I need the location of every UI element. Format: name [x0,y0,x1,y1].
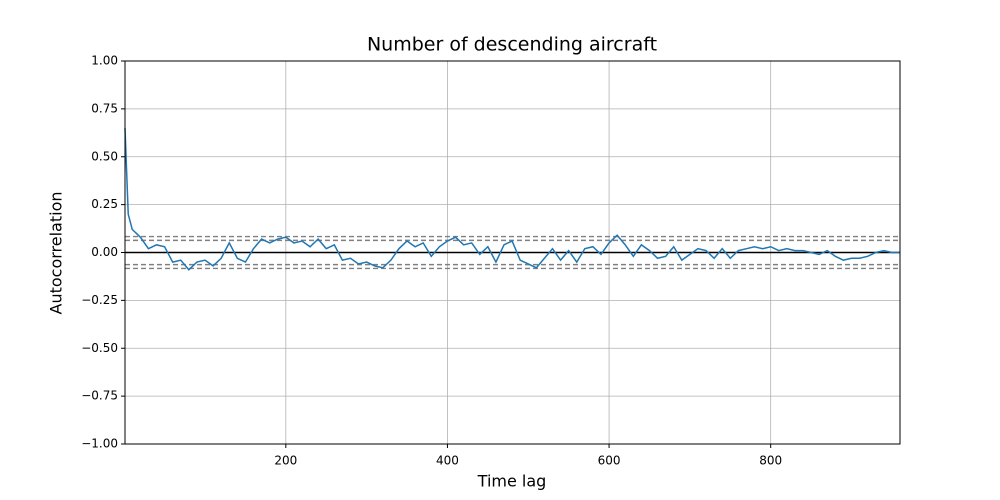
y-tick-label: 0.50 [91,149,118,163]
x-axis-label: Time lag [477,472,547,491]
y-tick-label: −1.00 [81,437,118,451]
y-tick-label: 0.75 [91,101,118,115]
data-line [124,128,900,271]
y-axis-label: Autocorrelation [47,192,66,315]
plot-frame [124,60,901,445]
chart-title: Number of descending aircraft [367,34,657,56]
x-tick-label: 800 [759,454,782,468]
y-tick-label: 1.00 [91,54,118,68]
x-tick-label: 200 [274,454,297,468]
y-tick-label: −0.75 [81,389,118,403]
y-tick-label: −0.50 [81,341,118,355]
y-tick-label: 0.25 [91,197,118,211]
y-tick-label: −0.25 [81,293,118,307]
x-tick-label: 600 [598,454,621,468]
y-tick-label: 0.00 [91,245,118,259]
x-tick-label: 400 [436,454,459,468]
